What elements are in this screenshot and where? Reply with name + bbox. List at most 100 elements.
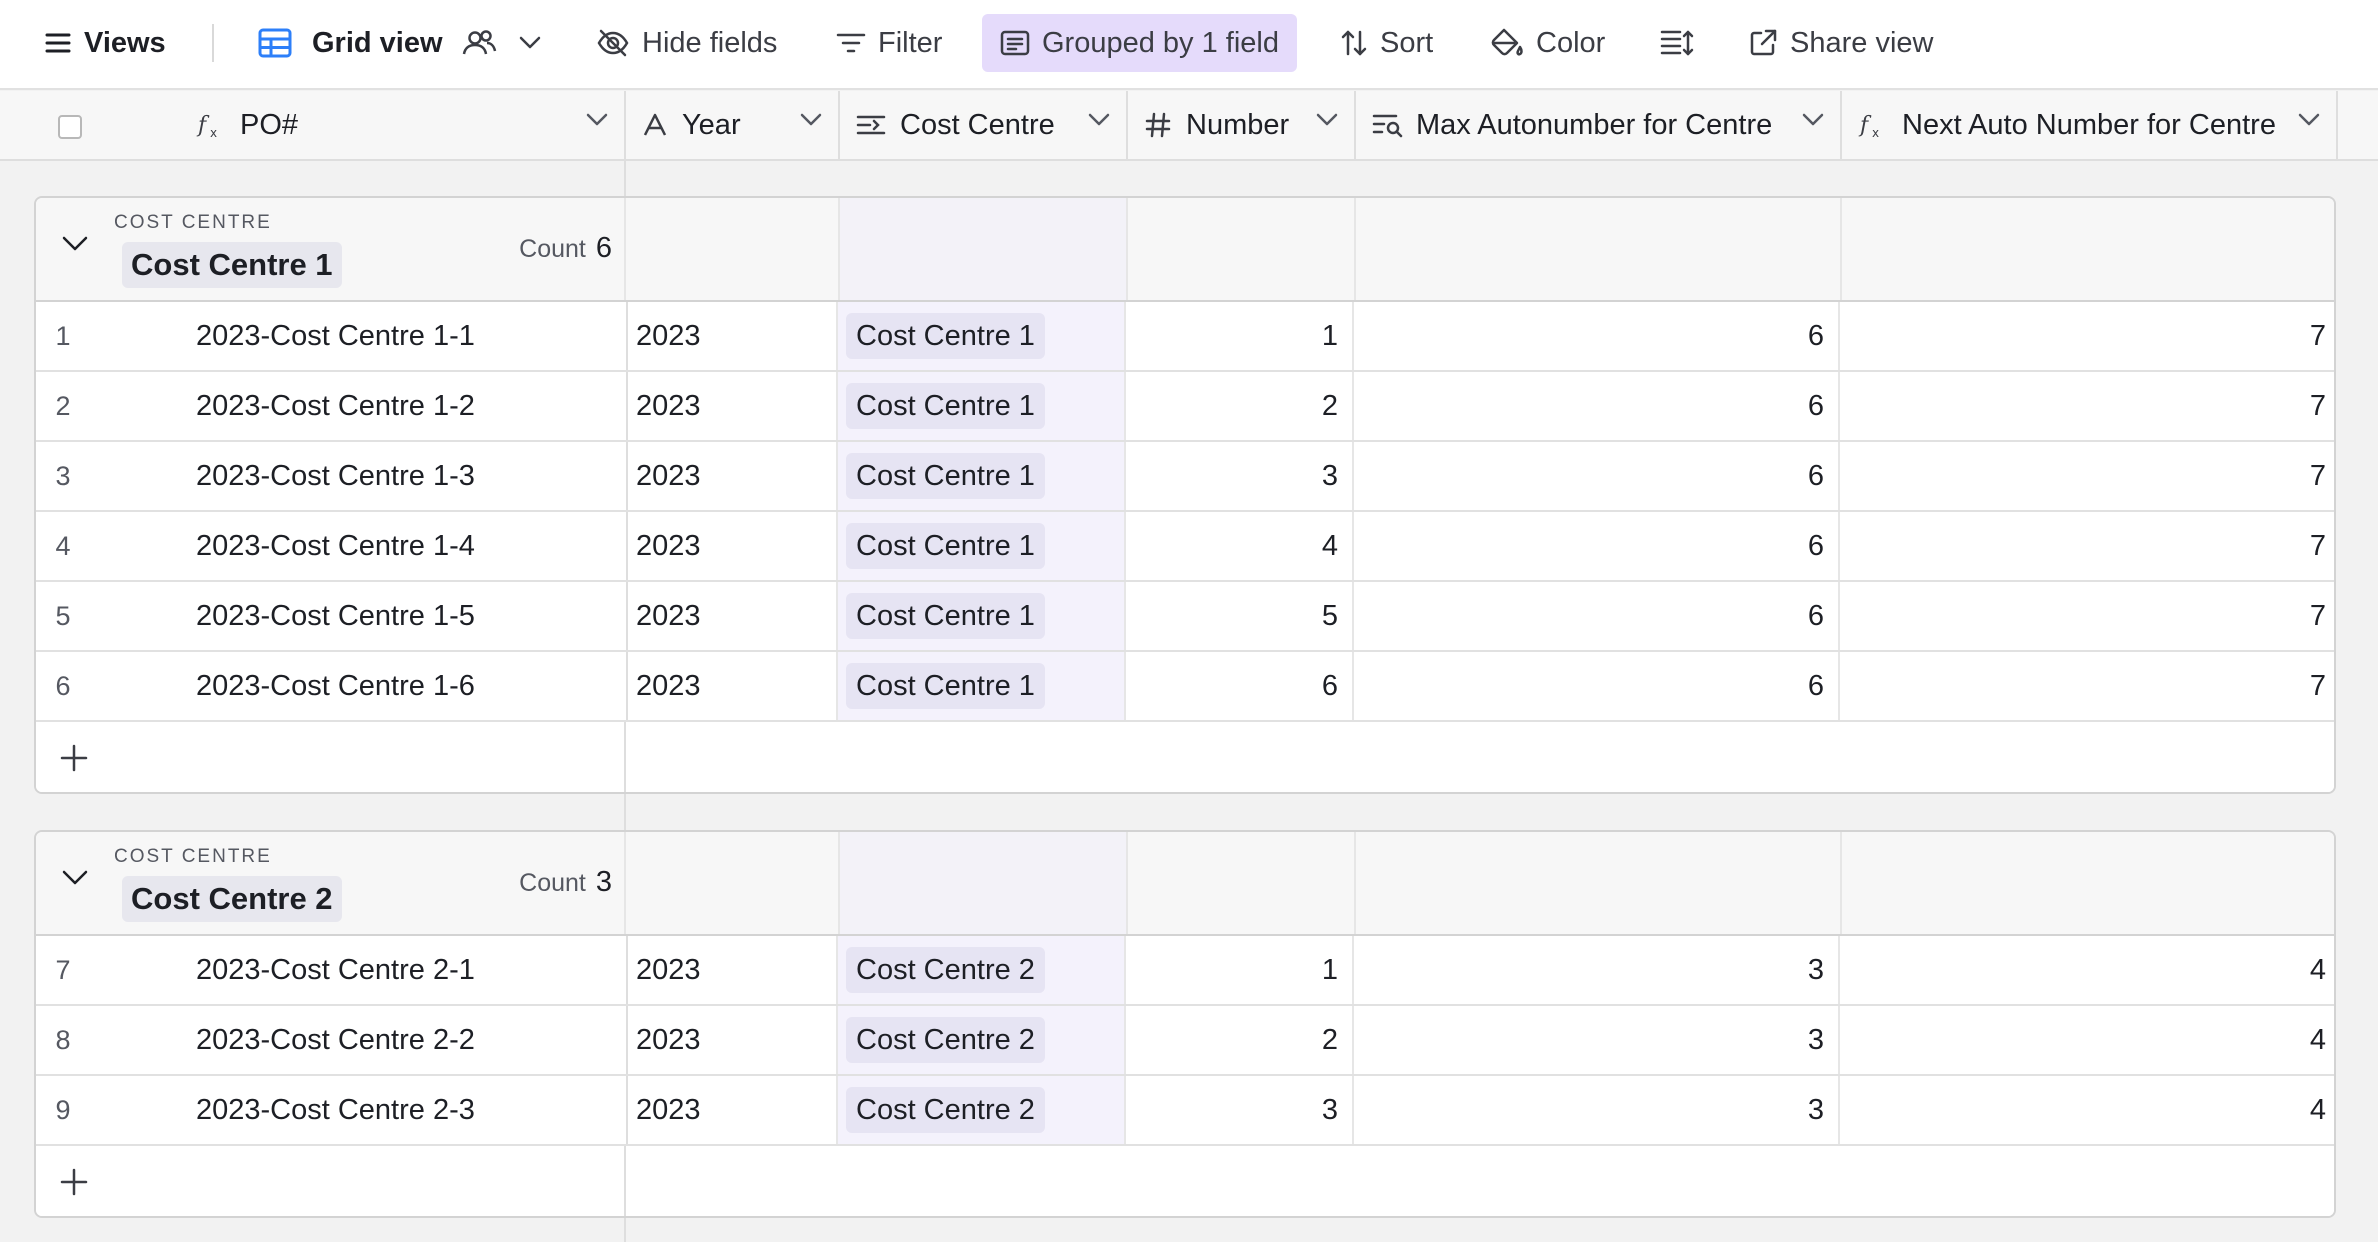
number-cell[interactable]: 1 [1126, 302, 1354, 370]
next-auto-number-cell[interactable]: 7 [2309, 669, 2326, 702]
po-cell[interactable]: 2023-Cost Centre 1-2 [196, 389, 475, 422]
max-autonumber-cell[interactable]: 3 [1354, 936, 1840, 1004]
year-cell[interactable]: 2023 [626, 512, 838, 580]
next-auto-number-cell[interactable]: 4 [2309, 1093, 2326, 1126]
po-cell[interactable]: 2023-Cost Centre 2-3 [196, 1093, 475, 1126]
filter-button[interactable]: Filter [836, 0, 942, 86]
linked-record-pill[interactable]: Cost Centre 1 [846, 523, 1045, 569]
chevron-down-icon[interactable] [1088, 113, 1110, 127]
chevron-down-icon[interactable] [519, 36, 541, 50]
year-cell[interactable]: 2023 [626, 302, 838, 370]
max-autonumber-cell[interactable]: 6 [1354, 582, 1840, 650]
next-auto-number-cell[interactable]: 7 [2309, 529, 2326, 562]
max-autonumber-cell[interactable]: 6 [1354, 302, 1840, 370]
cost-centre-cell[interactable]: Cost Centre 1 [838, 442, 1126, 510]
table-row[interactable]: 6 2023-Cost Centre 1-6 2023 Cost Centre … [36, 652, 2334, 722]
column-header-max-autonumber[interactable]: Max Autonumber for Centre [1356, 91, 1842, 159]
linked-record-pill[interactable]: Cost Centre 2 [846, 1087, 1045, 1133]
collapse-chevron-icon[interactable] [62, 236, 88, 252]
linked-record-pill[interactable]: Cost Centre 1 [846, 313, 1045, 359]
add-record-row[interactable] [36, 722, 2334, 792]
add-record-row[interactable] [36, 1146, 2334, 1216]
next-auto-number-cell[interactable]: 7 [2309, 599, 2326, 632]
chevron-down-icon[interactable] [1802, 113, 1824, 127]
cost-centre-cell[interactable]: Cost Centre 1 [838, 652, 1126, 720]
cost-centre-cell[interactable]: Cost Centre 1 [838, 302, 1126, 370]
next-auto-number-cell[interactable]: 4 [2309, 1023, 2326, 1056]
chevron-down-icon[interactable] [2298, 113, 2320, 127]
views-button[interactable]: Views [44, 0, 166, 86]
cost-centre-cell[interactable]: Cost Centre 1 [838, 512, 1126, 580]
cost-centre-cell[interactable]: Cost Centre 2 [838, 1076, 1126, 1144]
po-cell[interactable]: 2023-Cost Centre 1-3 [196, 459, 475, 492]
next-auto-number-cell[interactable]: 7 [2309, 389, 2326, 422]
po-cell[interactable]: 2023-Cost Centre 1-1 [196, 319, 475, 352]
max-autonumber-cell[interactable]: 6 [1354, 652, 1840, 720]
table-row[interactable]: 4 2023-Cost Centre 1-4 2023 Cost Centre … [36, 512, 2334, 582]
cost-centre-cell[interactable]: Cost Centre 1 [838, 372, 1126, 440]
year-cell[interactable]: 2023 [626, 936, 838, 1004]
number-cell[interactable]: 1 [1126, 936, 1354, 1004]
next-auto-number-cell[interactable]: 7 [2309, 459, 2326, 492]
cost-centre-cell[interactable]: Cost Centre 2 [838, 936, 1126, 1004]
chevron-down-icon[interactable] [800, 113, 822, 127]
row-height-button[interactable] [1660, 0, 1694, 86]
linked-record-pill[interactable]: Cost Centre 1 [846, 663, 1045, 709]
table-row[interactable]: 1 2023-Cost Centre 1-1 2023 Cost Centre … [36, 302, 2334, 372]
year-cell[interactable]: 2023 [626, 1076, 838, 1144]
number-cell[interactable]: 4 [1126, 512, 1354, 580]
linked-record-pill[interactable]: Cost Centre 1 [846, 453, 1045, 499]
next-auto-number-cell[interactable]: 4 [2309, 953, 2326, 986]
linked-record-pill[interactable]: Cost Centre 1 [846, 593, 1045, 639]
linked-record-pill[interactable]: Cost Centre 2 [846, 947, 1045, 993]
linked-record-pill[interactable]: Cost Centre 2 [846, 1017, 1045, 1063]
number-cell[interactable]: 2 [1126, 372, 1354, 440]
group-button[interactable]: Grouped by 1 field [982, 14, 1297, 72]
cost-centre-cell[interactable]: Cost Centre 1 [838, 582, 1126, 650]
year-cell[interactable]: 2023 [626, 1006, 838, 1074]
table-row[interactable]: 2 2023-Cost Centre 1-2 2023 Cost Centre … [36, 372, 2334, 442]
linked-record-pill[interactable]: Cost Centre 1 [846, 383, 1045, 429]
number-cell[interactable]: 2 [1126, 1006, 1354, 1074]
max-autonumber-cell[interactable]: 6 [1354, 512, 1840, 580]
plus-icon[interactable] [60, 744, 88, 772]
share-view-button[interactable]: Share view [1748, 0, 1933, 86]
po-cell[interactable]: 2023-Cost Centre 1-4 [196, 529, 475, 562]
number-cell[interactable]: 3 [1126, 442, 1354, 510]
color-button[interactable]: Color [1490, 0, 1605, 86]
number-cell[interactable]: 6 [1126, 652, 1354, 720]
table-row[interactable]: 3 2023-Cost Centre 1-3 2023 Cost Centre … [36, 442, 2334, 512]
table-row[interactable]: 8 2023-Cost Centre 2-2 2023 Cost Centre … [36, 1006, 2334, 1076]
cost-centre-cell[interactable]: Cost Centre 2 [838, 1006, 1126, 1074]
year-cell[interactable]: 2023 [626, 442, 838, 510]
table-row[interactable]: 9 2023-Cost Centre 2-3 2023 Cost Centre … [36, 1076, 2334, 1146]
po-cell[interactable]: 2023-Cost Centre 2-2 [196, 1023, 475, 1056]
column-header-cost-centre[interactable]: Cost Centre [840, 91, 1128, 159]
plus-icon[interactable] [60, 1168, 88, 1196]
max-autonumber-cell[interactable]: 6 [1354, 442, 1840, 510]
column-header-number[interactable]: Number [1128, 91, 1356, 159]
group-header[interactable]: COST CENTRE Cost Centre 1 Count 6 [36, 198, 2334, 302]
year-cell[interactable]: 2023 [626, 372, 838, 440]
grid-view-switcher[interactable]: Grid view [258, 0, 541, 86]
table-row[interactable]: 7 2023-Cost Centre 2-1 2023 Cost Centre … [36, 936, 2334, 1006]
max-autonumber-cell[interactable]: 3 [1354, 1006, 1840, 1074]
number-cell[interactable]: 5 [1126, 582, 1354, 650]
select-all-checkbox[interactable] [58, 115, 82, 139]
po-cell[interactable]: 2023-Cost Centre 2-1 [196, 953, 475, 986]
year-cell[interactable]: 2023 [626, 582, 838, 650]
chevron-down-icon[interactable] [586, 113, 608, 127]
next-auto-number-cell[interactable]: 7 [2309, 319, 2326, 352]
number-cell[interactable]: 3 [1126, 1076, 1354, 1144]
hide-fields-button[interactable]: Hide fields [596, 0, 777, 86]
year-cell[interactable]: 2023 [626, 652, 838, 720]
max-autonumber-cell[interactable]: 3 [1354, 1076, 1840, 1144]
table-row[interactable]: 5 2023-Cost Centre 1-5 2023 Cost Centre … [36, 582, 2334, 652]
collapse-chevron-icon[interactable] [62, 870, 88, 886]
column-header-year[interactable]: Year [626, 91, 840, 159]
chevron-down-icon[interactable] [1316, 113, 1338, 127]
po-cell[interactable]: 2023-Cost Centre 1-6 [196, 669, 475, 702]
po-cell[interactable]: 2023-Cost Centre 1-5 [196, 599, 475, 632]
